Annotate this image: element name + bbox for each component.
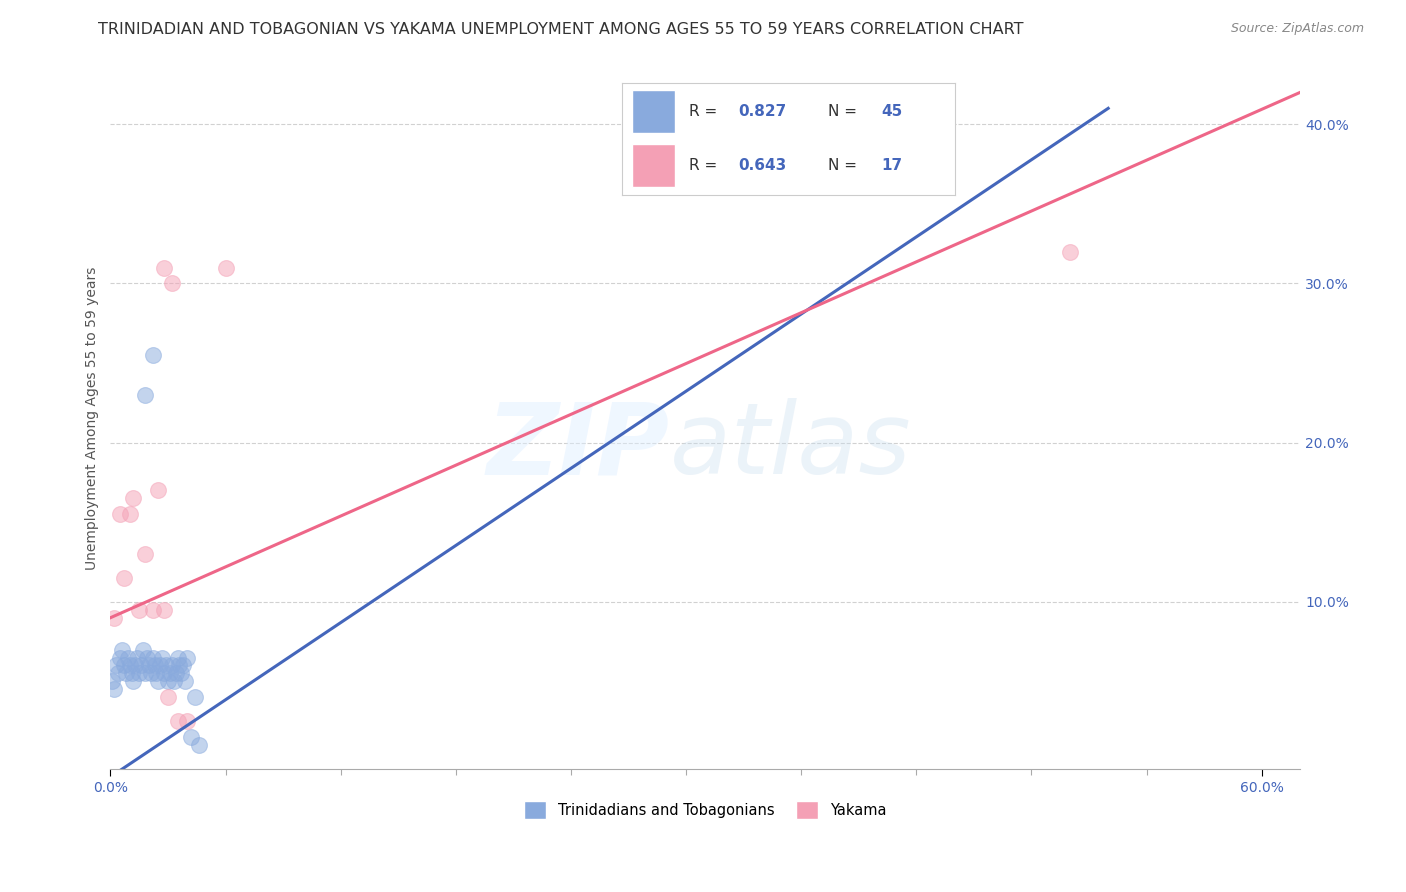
Point [117, 650, 139, 665]
Point [153, 603, 176, 617]
Point [118, 658, 141, 673]
Point [148, 483, 170, 498]
Point [160, 658, 183, 673]
Point [174, 674, 197, 689]
Text: ZIP: ZIP [486, 398, 669, 495]
Point [105, 658, 128, 673]
Point [127, 650, 149, 665]
Point [214, 260, 236, 275]
Point [134, 666, 156, 681]
Point [122, 674, 145, 689]
Text: Source: ZipAtlas.com: Source: ZipAtlas.com [1230, 22, 1364, 36]
Point [142, 348, 165, 362]
Text: TRINIDADIAN AND TOBAGONIAN VS YAKAMA UNEMPLOYMENT AMONG AGES 55 TO 59 YEARS CORR: TRINIDADIAN AND TOBAGONIAN VS YAKAMA UNE… [98, 22, 1024, 37]
Point [150, 650, 173, 665]
Point [103, 611, 125, 625]
Point [153, 260, 176, 275]
Point [112, 658, 135, 673]
Point [118, 508, 141, 522]
Text: atlas: atlas [669, 398, 911, 495]
Point [1059, 244, 1081, 259]
Point [165, 666, 187, 681]
Point [159, 666, 181, 681]
Point [138, 658, 160, 673]
Point [129, 658, 152, 673]
Point [107, 666, 129, 681]
Point [112, 571, 135, 585]
Point [142, 603, 165, 617]
Point [121, 666, 143, 681]
Point [124, 658, 146, 673]
Point [172, 658, 194, 673]
Point [170, 666, 193, 681]
Point [135, 650, 157, 665]
Point [128, 666, 150, 681]
Point [139, 666, 162, 681]
Point [143, 658, 166, 673]
Y-axis label: Unemployment Among Ages 55 to 59 years: Unemployment Among Ages 55 to 59 years [86, 267, 100, 570]
Point [101, 674, 124, 689]
Point [166, 714, 188, 729]
Point [148, 674, 170, 689]
Point [142, 650, 165, 665]
Point [134, 388, 156, 402]
Point [160, 277, 183, 291]
Point [132, 642, 155, 657]
Point [153, 666, 176, 681]
Point [169, 658, 191, 673]
Point [145, 666, 167, 681]
Point [128, 603, 150, 617]
Point [187, 738, 209, 752]
Point [108, 650, 131, 665]
Point [176, 650, 198, 665]
Point [149, 658, 172, 673]
Point [176, 714, 198, 729]
Point [156, 690, 179, 705]
Point [134, 547, 156, 561]
Point [155, 658, 177, 673]
Point [163, 674, 186, 689]
Point [114, 666, 136, 681]
Point [103, 682, 125, 697]
Point [122, 491, 145, 506]
Point [166, 650, 188, 665]
Legend: Trinidadians and Tobagonians, Yakama: Trinidadians and Tobagonians, Yakama [519, 796, 893, 825]
Point [111, 642, 134, 657]
Point [156, 674, 179, 689]
Point [180, 730, 202, 744]
Point [184, 690, 207, 705]
Point [108, 508, 131, 522]
